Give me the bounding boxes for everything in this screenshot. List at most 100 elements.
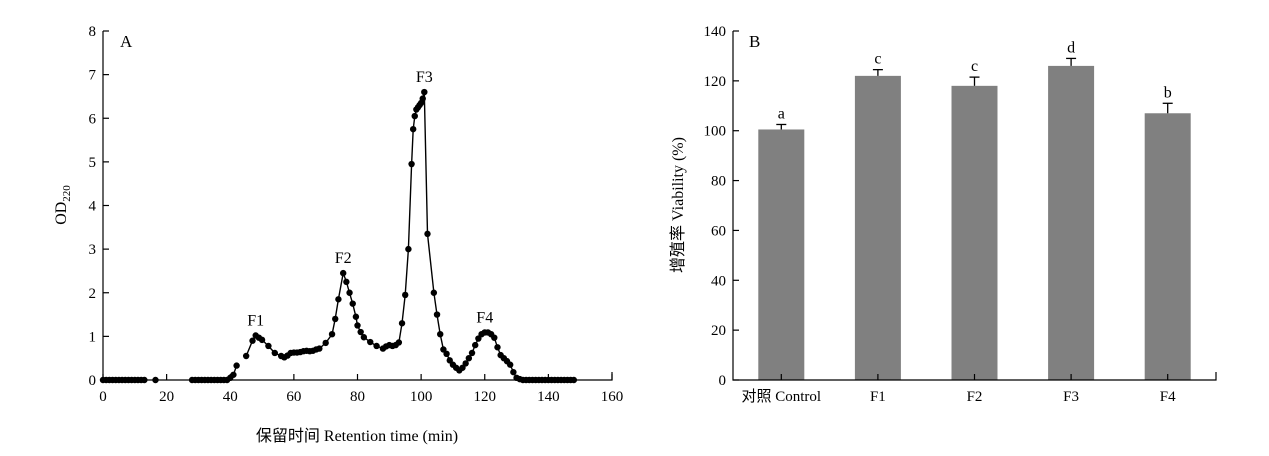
chart-a-x-tick-label: 80 [350, 389, 365, 405]
chart-a-x-ticks: 0 20 40 60 80 100 120 140 160 [99, 374, 623, 405]
chart-a-axes [102, 31, 613, 381]
chart-a-data-point [419, 95, 426, 102]
chart-b-axes [732, 31, 1217, 381]
chart-a-x-tick-label: 120 [474, 389, 497, 405]
chart-a-points [99, 88, 578, 384]
chart-b-significance-letter: c [971, 58, 978, 75]
chart-a-data-point [409, 125, 417, 133]
chart-a-data-point [491, 334, 498, 341]
chart-a-data-point [367, 338, 374, 346]
chart-b-panel-label: B [749, 32, 760, 51]
chart-a-data-point [335, 296, 342, 303]
chart-b-x-tick-label: F4 [1160, 389, 1176, 405]
chart-a-data-point [352, 313, 360, 320]
chart-a-data-point [408, 160, 415, 168]
chart-a-data-point [322, 339, 329, 347]
chart-a-data-point [332, 315, 339, 323]
chart-a-data-point [271, 349, 278, 357]
chart-b-x-tick-label: F2 [967, 389, 983, 405]
chart-a-data-point [233, 362, 240, 369]
chart-b-x-tick-label: F3 [1063, 389, 1079, 405]
chart-a-data-point [265, 342, 272, 350]
chart-b-y-tick-label: 0 [719, 373, 727, 389]
chart-a-y-axis-label-main: OD [53, 202, 70, 225]
chart-b-y-ticks: 0 20 40 60 80 100 120 140 [704, 24, 739, 389]
chart-a-x-tick-label: 100 [410, 389, 433, 405]
chart-a-peak-label: F2 [335, 250, 352, 267]
chart-b-y-tick-label: 60 [711, 223, 726, 239]
chart-a-x-tick-label: 20 [159, 389, 174, 405]
chart-a-y-tick-label: 2 [89, 286, 97, 302]
chart-a-x-axis-label: 保留时间 Retention time (min) [256, 427, 458, 445]
chart-a-y-tick-label: 8 [89, 24, 97, 40]
chart-a-data-point [424, 230, 431, 238]
chart-b-bars: a 对照 Control c F1 c F2 d F3 b F4 [742, 39, 1191, 405]
chart-a-data-point [405, 245, 412, 253]
chart-b-significance-letter: c [874, 51, 881, 68]
chart-a-y-tick-label: 3 [89, 242, 97, 258]
chart-b-significance-letter: d [1067, 39, 1075, 56]
chart-a-data-point [433, 311, 441, 318]
chart-a-y-tick-label: 4 [89, 199, 97, 215]
chart-b-significance-letter: a [778, 105, 785, 122]
chart-b-y-tick-label: 80 [711, 174, 726, 190]
chart-a-data-point [316, 345, 323, 352]
chart-a-data-point [437, 330, 444, 338]
chart-b-y-tick-label: 100 [704, 124, 727, 140]
chart-b-y-tick-label: 140 [704, 24, 727, 40]
chart-a-data-point [510, 368, 517, 376]
chart-a-x-tick-label: 60 [286, 389, 301, 405]
chart-a-x-tick-label: 0 [99, 389, 107, 405]
chart-a-data-point [507, 361, 514, 368]
chart-a-data-point [354, 322, 361, 329]
chart-b-bar [951, 85, 998, 380]
chart-b-bar [1048, 65, 1095, 381]
chart-a-y-axis-label: OD220 [53, 185, 73, 225]
chart-a-data-point [462, 360, 469, 367]
chart-a-peak-labels: F1 F2 F3 F4 [247, 69, 493, 329]
chart-a-data-point [395, 339, 403, 346]
chart-a-data-point [242, 352, 250, 360]
chart-b-y-tick-label: 40 [711, 273, 726, 289]
chart-a-x-tick-label: 40 [223, 389, 238, 405]
chart-b-x-tick-label: F1 [870, 389, 886, 405]
chart-b-y-axis-label: 增殖率 Viability (%) [669, 137, 687, 273]
chart-a-data-point [230, 371, 237, 378]
chart-b-panel: 0 20 40 60 80 100 120 140 a 对照 Control c F1 c F2 d F3 b… [669, 24, 1217, 405]
chart-b-y-tick-label: 20 [711, 323, 726, 339]
chart-a-data-point [357, 328, 364, 336]
chart-a-x-tick-label: 140 [537, 389, 560, 405]
chart-a-panel-label: A [120, 32, 133, 51]
chart-a-y-tick-label: 1 [89, 329, 97, 345]
chart-a-data-point [339, 269, 347, 277]
chart-a-data-point [430, 289, 438, 296]
chart-a-peak-label: F3 [416, 69, 433, 86]
chart-a-y-tick-label: 5 [89, 155, 97, 171]
chart-a-data-point [402, 291, 409, 299]
chart-a-peak-label: F1 [247, 313, 264, 330]
chart-a-data-point [398, 320, 406, 327]
chart-a-data-point [346, 289, 353, 296]
chart-a-y-tick-label: 0 [89, 373, 97, 389]
chart-a-data-point [465, 354, 473, 362]
chart-a-data-point [258, 336, 266, 344]
chart-a-series-line [103, 91, 574, 381]
chart-a-data-point [343, 278, 350, 286]
chart-a-data-point [360, 334, 368, 341]
chart-b-significance-letter: b [1164, 84, 1172, 101]
chart-b-bar [758, 129, 805, 380]
chart-b-bar [1144, 113, 1191, 380]
chart-a-y-axis-label-subscript: 220 [61, 185, 73, 202]
chart-b-x-tick-label: 对照 Control [742, 388, 822, 405]
chart-a-y-tick-label: 7 [89, 68, 97, 84]
chart-a-data-point [249, 337, 256, 344]
chart-b-bar [854, 75, 901, 380]
chart-a-data-point [472, 341, 479, 349]
chart-a-data-point [421, 88, 428, 96]
chart-a-data-point [443, 350, 450, 358]
chart-a-data-point [373, 342, 380, 350]
chart-a-data-point [349, 300, 356, 307]
chart-a-data-point [411, 112, 418, 120]
chart-a-x-tick-label: 160 [601, 389, 624, 405]
